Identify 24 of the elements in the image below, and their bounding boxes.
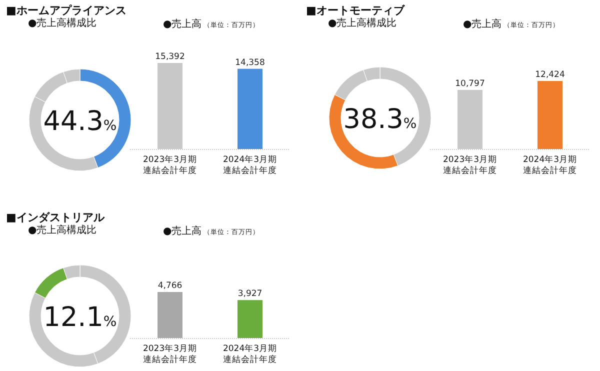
data-label: 10,797 xyxy=(455,78,485,89)
text: 12.1% xyxy=(43,302,117,333)
x-tick-label: 2024年3月期連結会計年度 xyxy=(522,154,578,176)
chart-subtitle: ●売上高構成比 xyxy=(28,17,97,29)
data-label: 14,358 xyxy=(235,58,265,68)
chart-title: ●売上高 xyxy=(163,18,202,30)
chart-subtitle: ●売上高構成比 xyxy=(328,17,397,29)
x-tick-label: 2023年3月期連結会計年度 xyxy=(142,343,198,365)
chart-title: ●売上高 xyxy=(463,18,502,30)
chart-title: ■ホームアプライアンス xyxy=(6,4,126,17)
data-label: 12,424 xyxy=(535,70,565,80)
x-tick-label: 2024年3月期連結会計年度 xyxy=(222,154,278,176)
chart-title: ■オートモーティブ xyxy=(306,4,406,17)
text: 38.3% xyxy=(343,104,417,135)
text: 44.3% xyxy=(43,106,117,137)
chart-title: ●売上高 xyxy=(163,225,202,237)
x-tick-label: 2023年3月期連結会計年度 xyxy=(142,154,198,176)
x-tick-label: 2023年3月期連結会計年度 xyxy=(442,154,498,176)
data-label: 15,392 xyxy=(155,52,185,62)
chart-title: ■インダストリアル xyxy=(6,211,106,224)
data-label: 3,927 xyxy=(238,289,262,300)
chart-subtitle: ●売上高構成比 xyxy=(28,224,97,236)
x-tick-label: 2024年3月期連結会計年度 xyxy=(222,343,278,365)
data-label: 4,766 xyxy=(158,281,182,291)
